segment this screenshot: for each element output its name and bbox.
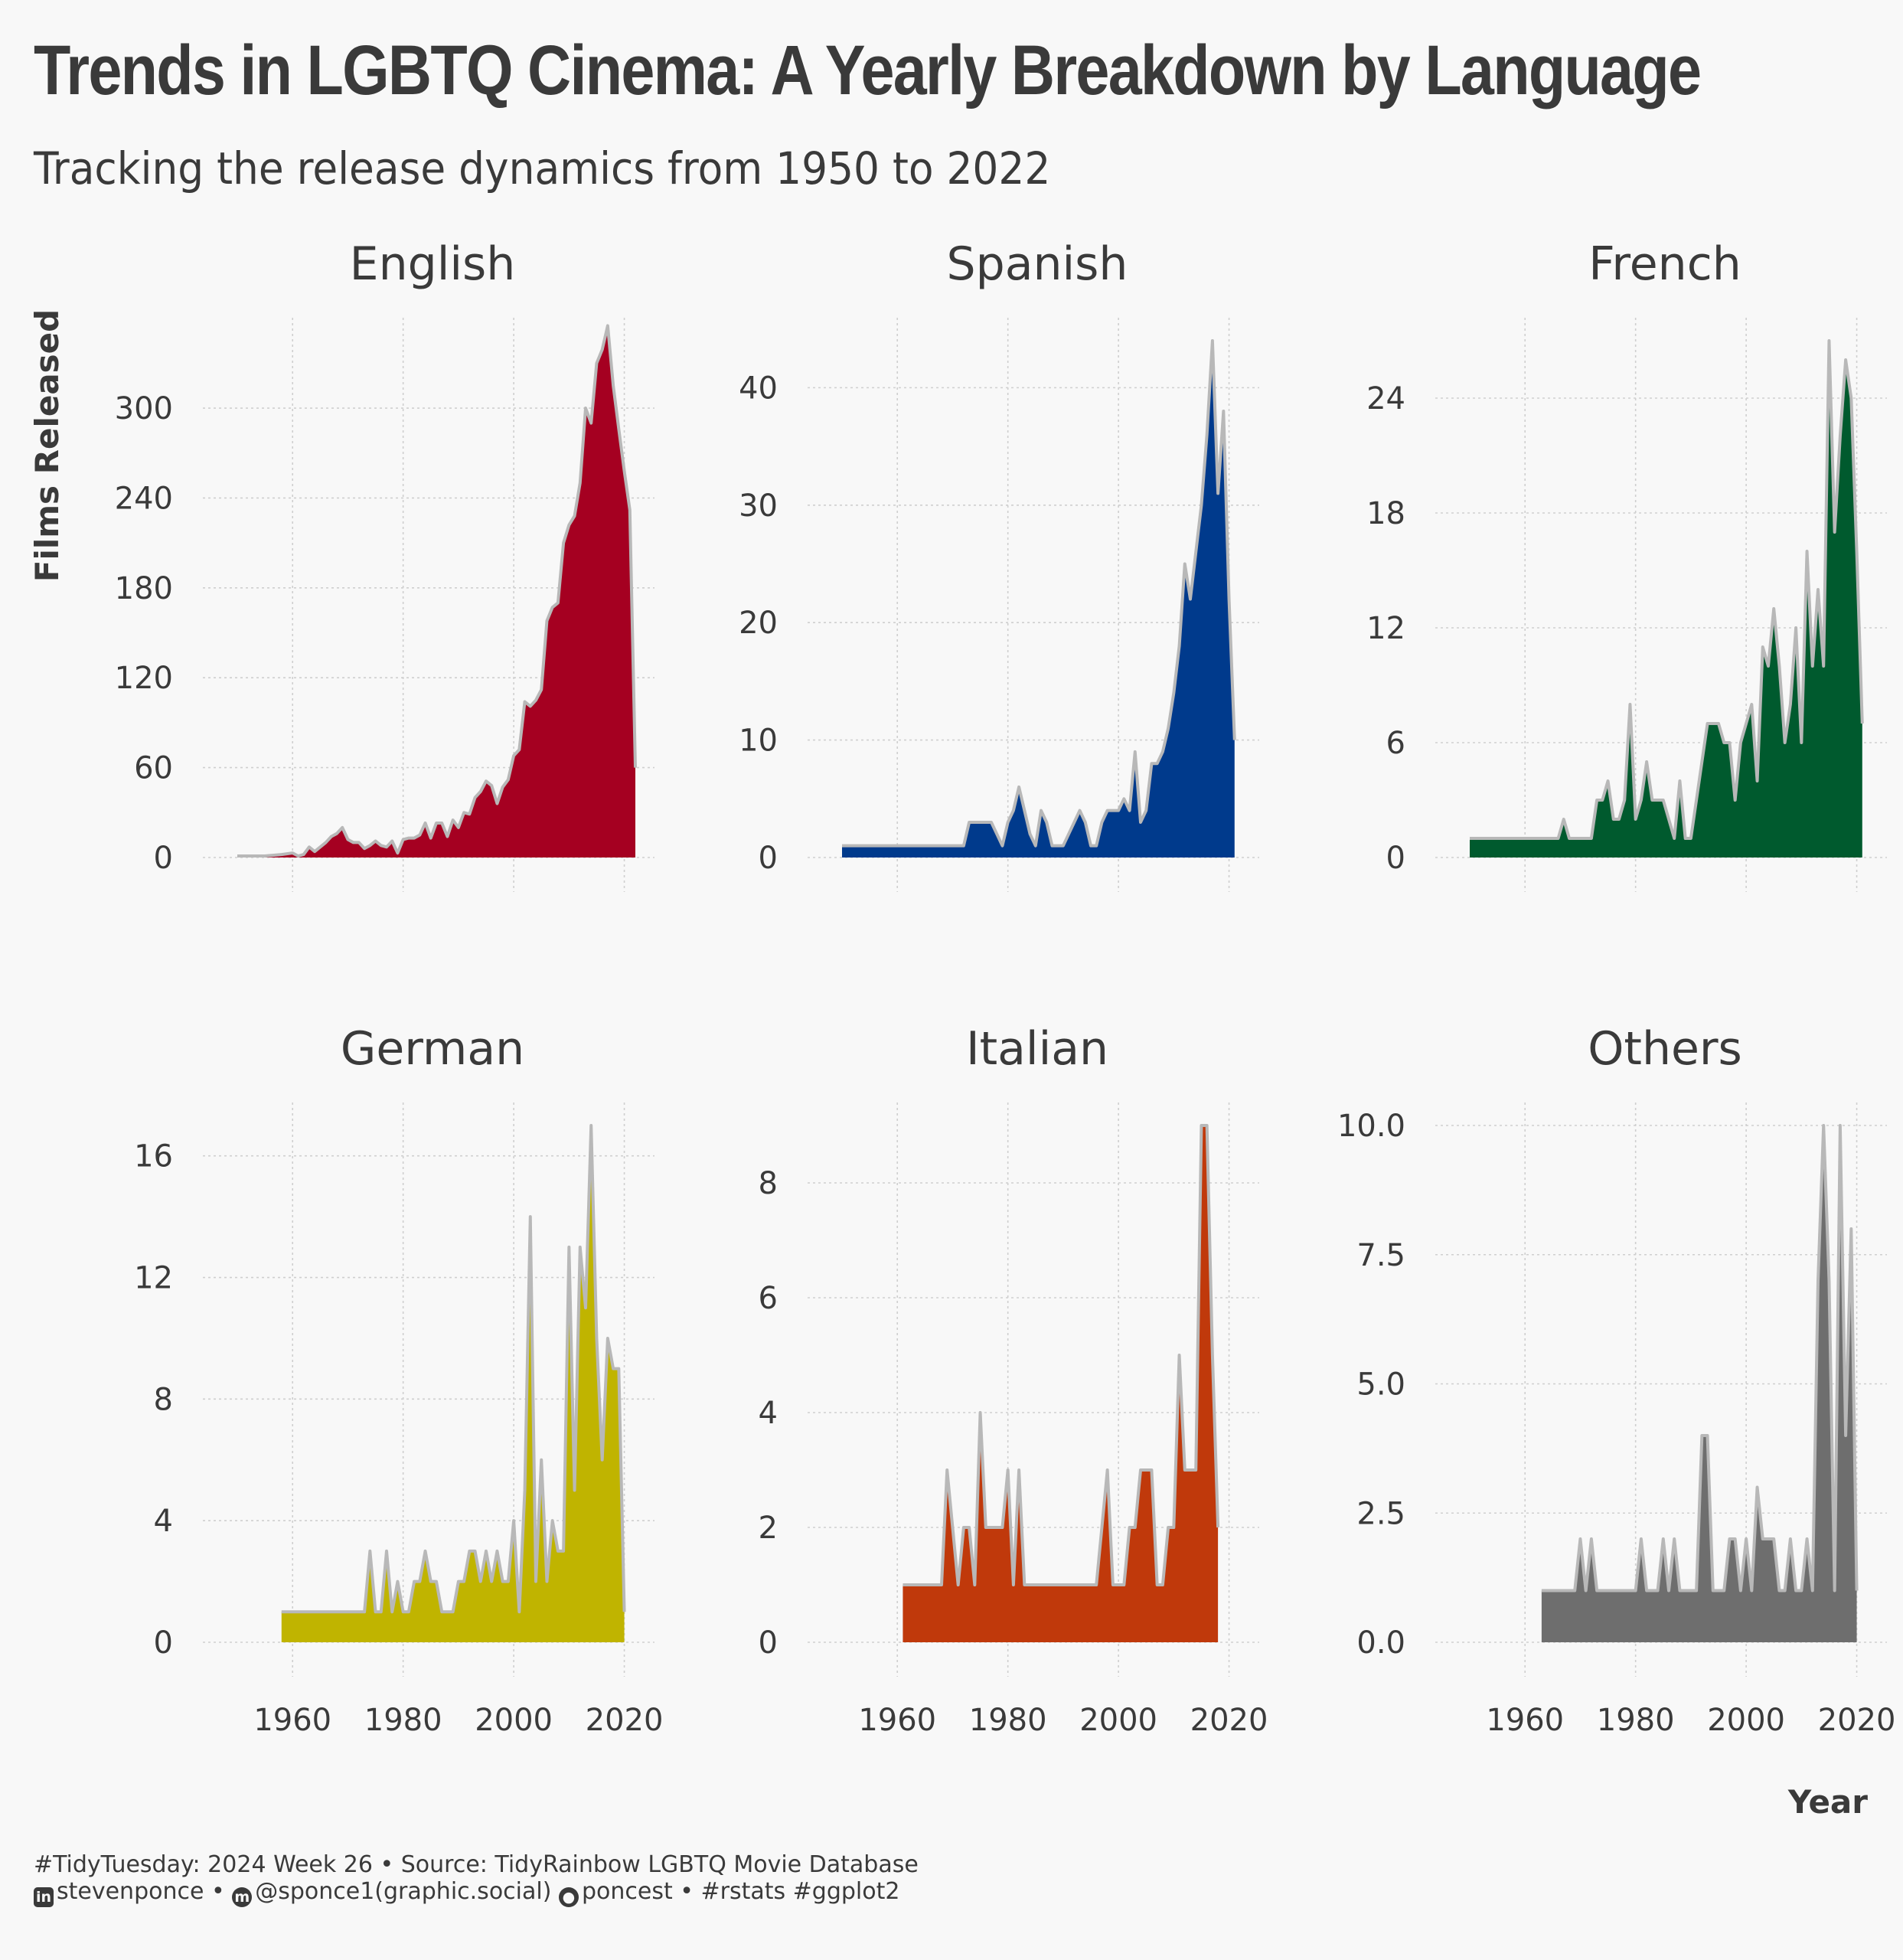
area-line-english bbox=[237, 324, 637, 858]
y-tick-label: 2 bbox=[759, 1511, 778, 1546]
chart-subtitle: Tracking the release dynamics from 1950 … bbox=[34, 142, 1051, 194]
facet-title: English bbox=[350, 237, 516, 291]
y-tick-label: 2.5 bbox=[1356, 1496, 1405, 1531]
y-tick-label: 180 bbox=[115, 571, 173, 606]
y-tick-label: 0 bbox=[154, 1625, 173, 1661]
y-tick-label: 18 bbox=[1366, 496, 1405, 531]
x-tick-label: 1960 bbox=[253, 1703, 331, 1738]
y-axis-title: Films Released bbox=[28, 309, 66, 582]
y-tick-label: 240 bbox=[115, 481, 173, 516]
y-tick-label: 0 bbox=[759, 1625, 778, 1661]
y-tick-label: 8 bbox=[154, 1382, 173, 1417]
x-tick-label: 1980 bbox=[1597, 1703, 1675, 1738]
caption: #TidyTuesday: 2024 Week 26 • Source: Tid… bbox=[34, 1851, 919, 1907]
y-tick-label: 4 bbox=[759, 1396, 778, 1431]
y-tick-label: 30 bbox=[739, 488, 778, 524]
chart-title: Trends in LGBTQ Cinema: A Yearly Breakdo… bbox=[34, 31, 1702, 109]
mastodon-icon: m bbox=[232, 1887, 253, 1907]
y-tick-label: 0.0 bbox=[1356, 1625, 1405, 1661]
y-tick-label: 5.0 bbox=[1356, 1367, 1405, 1403]
y-tick-label: 6 bbox=[759, 1281, 778, 1316]
panel-italian: Italian 0 2 4 6 8 1960 1980 2000 2020 bbox=[759, 1022, 1268, 1738]
y-tick-label: 40 bbox=[739, 371, 778, 406]
x-tick-label: 1960 bbox=[858, 1703, 936, 1738]
caption-mastodon: @sponce1(graphic.social) bbox=[255, 1878, 552, 1905]
x-tick-label: 1960 bbox=[1486, 1703, 1564, 1738]
caption-line-1: #TidyTuesday: 2024 Week 26 • Source: Tid… bbox=[34, 1851, 919, 1878]
caption-linkedin: stevenponce • bbox=[57, 1878, 225, 1905]
panel-french: French 0 6 12 18 24 bbox=[1366, 237, 1887, 892]
y-tick-label: 0 bbox=[759, 841, 778, 876]
y-tick-label: 20 bbox=[739, 606, 778, 641]
y-tick-label: 4 bbox=[154, 1504, 173, 1539]
y-tick-label: 300 bbox=[115, 391, 173, 426]
y-tick-label: 0 bbox=[154, 841, 173, 876]
y-tick-label: 10.0 bbox=[1337, 1109, 1405, 1144]
github-icon: ● bbox=[558, 1887, 579, 1907]
y-tick-label: 16 bbox=[134, 1139, 173, 1174]
x-tick-label: 1980 bbox=[969, 1703, 1047, 1738]
y-tick-label: 24 bbox=[1366, 381, 1405, 416]
x-tick-label: 2020 bbox=[1190, 1703, 1268, 1738]
x-tick-label: 1980 bbox=[364, 1703, 442, 1738]
area-fill-french bbox=[1470, 341, 1862, 858]
area-line-italian bbox=[903, 1124, 1220, 1586]
x-tick-label: 2000 bbox=[1079, 1703, 1157, 1738]
area-line-german bbox=[281, 1124, 626, 1614]
y-tick-label: 12 bbox=[134, 1261, 173, 1296]
panel-spanish: Spanish 0 10 20 30 40 bbox=[739, 237, 1259, 892]
facet-title: Spanish bbox=[947, 237, 1128, 291]
facet-panels: English060120180240300Spanish010203040Fr… bbox=[115, 237, 1896, 1738]
facet-title: Italian bbox=[966, 1022, 1108, 1076]
y-tick-label: 6 bbox=[1386, 726, 1405, 761]
panel-others: Others 0.0 2.5 5.0 7.5 10.0 1960 1980 2000 2020 bbox=[1337, 1022, 1896, 1738]
facet-title: Others bbox=[1588, 1022, 1742, 1076]
caption-github: poncest • #rstats #ggplot2 bbox=[581, 1878, 900, 1905]
x-tick-label: 2000 bbox=[1707, 1703, 1785, 1738]
y-tick-label: 7.5 bbox=[1356, 1238, 1405, 1273]
x-tick-label: 2020 bbox=[1818, 1703, 1896, 1738]
y-tick-label: 10 bbox=[739, 724, 778, 759]
area-fill-english bbox=[237, 325, 635, 858]
area-line-others bbox=[1541, 1124, 1859, 1592]
y-tick-label: 120 bbox=[115, 661, 173, 696]
area-line-spanish bbox=[842, 339, 1236, 848]
linkedin-icon: in bbox=[34, 1887, 54, 1907]
facet-title: French bbox=[1588, 237, 1741, 291]
y-tick-label: 8 bbox=[759, 1166, 778, 1201]
x-axis-title: Year bbox=[1787, 1783, 1868, 1821]
panel-german: German 0 4 8 12 16 1960 1980 2000 2020 bbox=[134, 1022, 663, 1738]
area-fill-spanish bbox=[842, 341, 1235, 858]
area-fill-italian bbox=[903, 1125, 1219, 1642]
y-tick-label: 0 bbox=[1386, 841, 1405, 876]
panel-english: English 0 60 120 180 240 300 bbox=[115, 237, 654, 892]
x-tick-label: 2000 bbox=[475, 1703, 553, 1738]
caption-line-2: in stevenponce • m @sponce1(graphic.social… bbox=[34, 1878, 919, 1907]
y-tick-label: 12 bbox=[1366, 611, 1405, 646]
area-line-french bbox=[1470, 339, 1864, 840]
y-tick-label: 60 bbox=[134, 751, 173, 786]
x-tick-label: 2020 bbox=[586, 1703, 664, 1738]
facet-title: German bbox=[341, 1022, 524, 1076]
